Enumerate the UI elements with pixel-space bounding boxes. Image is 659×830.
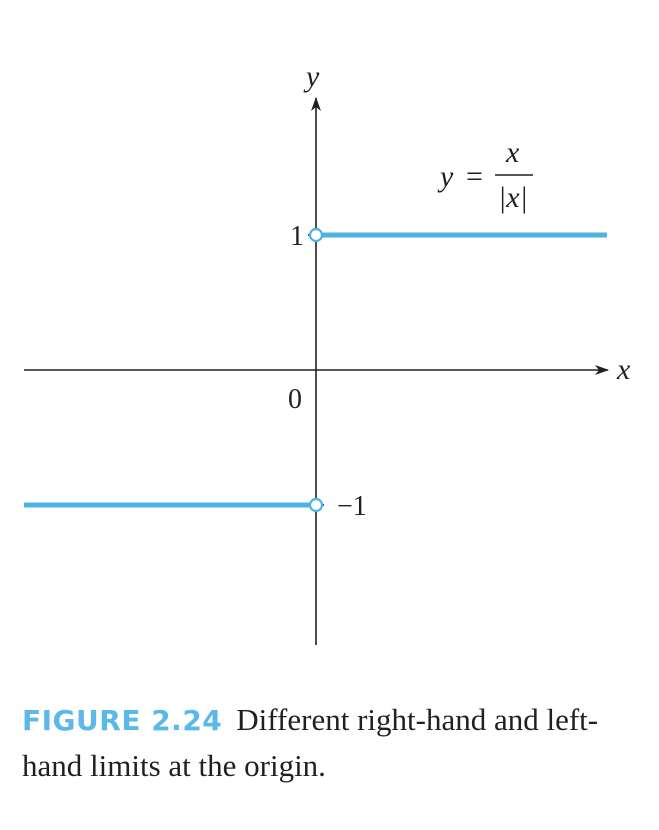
open-endpoint-bottom	[308, 497, 324, 513]
equation-numerator: x	[505, 136, 520, 169]
equation-lhs: y	[437, 160, 454, 193]
origin-label: 0	[288, 384, 302, 415]
open-endpoint-top	[308, 227, 324, 243]
y-tick-label-one: 1	[290, 221, 304, 252]
figure-chart: x y 0 1 −1 y = x |x|	[24, 60, 631, 645]
equation-denominator: |x|	[498, 181, 528, 214]
y-axis-label: y	[303, 60, 320, 93]
caption-text: Different right-hand and left-hand limit…	[22, 702, 599, 783]
caption-label: FIGURE 2.24	[22, 704, 223, 737]
equation-label: y = x |x|	[437, 136, 533, 214]
figure-caption: FIGURE 2.24 Different right-hand and left…	[22, 697, 642, 788]
x-axis-label: x	[616, 353, 631, 386]
equation-equals: =	[466, 160, 483, 193]
y-tick-label-neg-one: −1	[337, 491, 367, 522]
